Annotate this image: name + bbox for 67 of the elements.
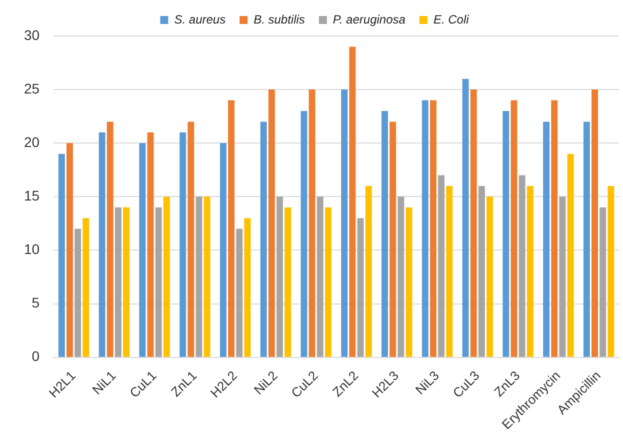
bar [592, 90, 598, 357]
bar [276, 196, 283, 357]
bar [446, 186, 453, 357]
bar [398, 196, 404, 357]
bar [260, 122, 267, 357]
bar [82, 218, 90, 357]
legend-label: S. aureus [174, 12, 226, 26]
legend-label: B. subtilis [254, 12, 305, 26]
bar [180, 132, 186, 357]
bar [106, 122, 114, 357]
bar [510, 100, 518, 357]
bar [155, 207, 162, 357]
bar [66, 143, 73, 357]
bar [365, 186, 372, 357]
bar [58, 154, 65, 357]
bar [518, 175, 526, 357]
bar [220, 143, 226, 357]
bar [430, 100, 436, 357]
bar [406, 207, 412, 357]
bar [188, 122, 194, 357]
bar [139, 143, 146, 357]
bar [123, 207, 130, 357]
bar [316, 196, 324, 357]
bar [204, 196, 210, 357]
bar [147, 132, 154, 357]
bar [551, 100, 558, 357]
bar [600, 207, 606, 357]
bar [390, 122, 396, 357]
bar [308, 90, 316, 357]
bar [559, 196, 566, 357]
bar [526, 186, 534, 357]
bar [382, 110, 388, 357]
bar [324, 207, 332, 357]
bar [114, 207, 122, 357]
bar [163, 196, 170, 357]
bar [300, 110, 308, 357]
bar [236, 228, 243, 357]
bar [583, 122, 590, 357]
bar [502, 110, 510, 357]
y-tick-label: 30 [24, 26, 40, 43]
bar [422, 100, 428, 357]
bar [268, 90, 275, 357]
bar [228, 100, 235, 357]
y-tick-label: 10 [24, 241, 40, 258]
y-tick-label: 25 [24, 80, 40, 96]
y-tick-label: 5 [32, 294, 40, 311]
bar [438, 175, 445, 357]
y-tick-label: 15 [24, 188, 40, 204]
bar [196, 196, 202, 357]
y-tick-label: 20 [24, 134, 40, 150]
bar [462, 78, 469, 357]
bar [244, 218, 251, 357]
legend-label: P. aeruginosa [332, 12, 406, 26]
bar [567, 154, 574, 357]
bar [284, 207, 292, 357]
legend-label: E. Coli [433, 12, 470, 26]
bar [543, 122, 550, 357]
y-tick-label: 0 [32, 348, 40, 364]
bar [608, 186, 614, 357]
bar [486, 196, 493, 357]
bar [357, 218, 364, 357]
bar [478, 186, 485, 357]
bar [341, 90, 348, 357]
bar [470, 90, 477, 357]
bar [349, 46, 356, 357]
bar [74, 228, 82, 357]
bar [98, 132, 106, 357]
